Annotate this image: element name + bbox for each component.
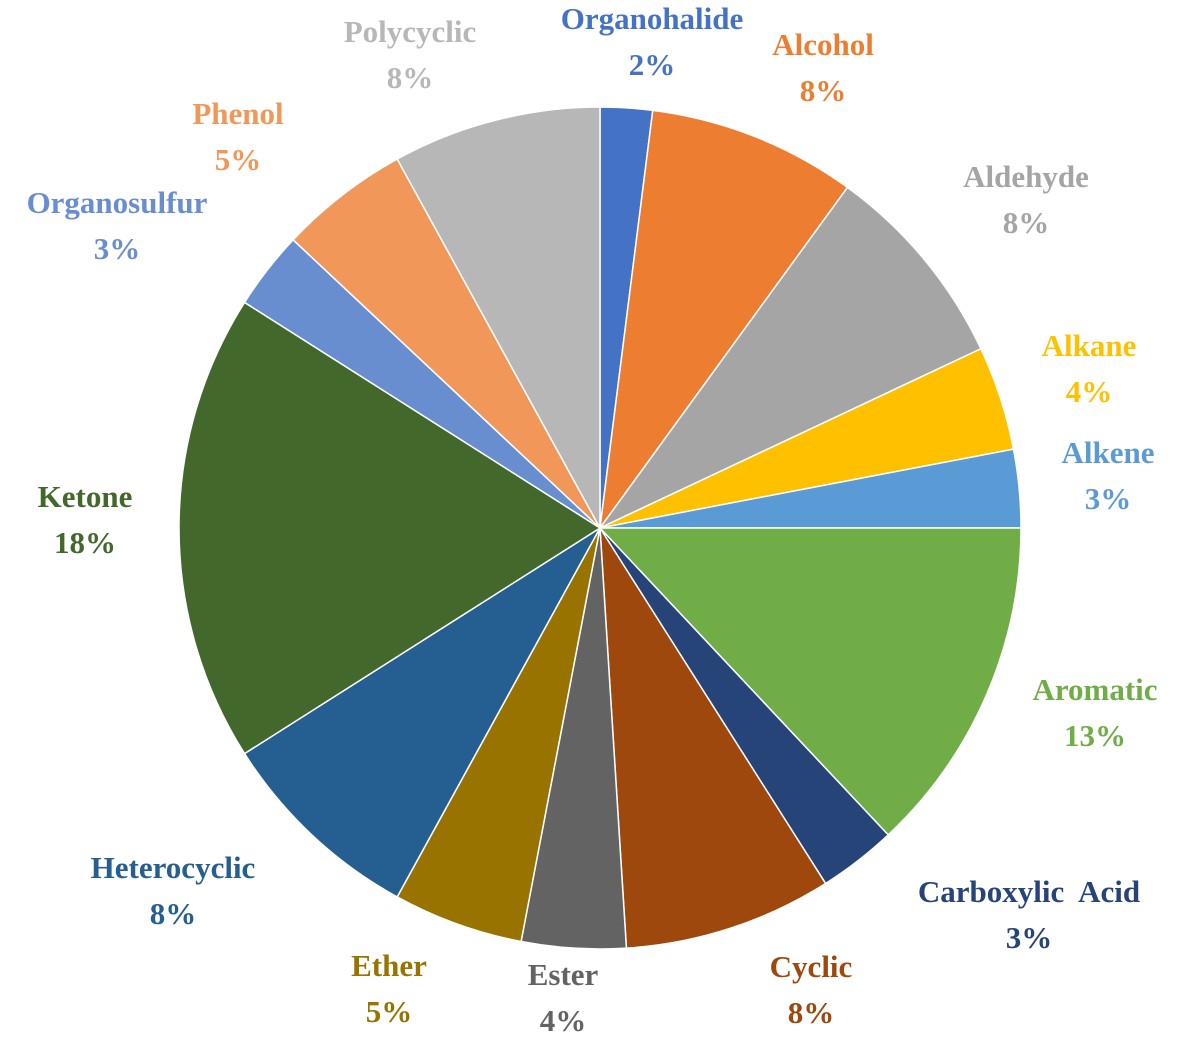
percent-alkane: 4% <box>1066 374 1113 409</box>
percent-ketone: 18% <box>54 525 116 560</box>
label-ether: Ether <box>351 948 427 983</box>
percent-alkene: 3% <box>1085 481 1132 516</box>
percent-carboxylic-acid: 3% <box>1006 920 1053 955</box>
slice-aromatic <box>599 527 1022 836</box>
percent-organosulfur: 3% <box>94 231 141 266</box>
label-carboxylic-acid: Carboxylic Acid <box>918 874 1140 909</box>
percent-heterocyclic: 8% <box>150 896 197 931</box>
label-organohalide: Organohalide <box>561 1 744 36</box>
pie-slices <box>178 106 1022 950</box>
percent-cyclic: 8% <box>788 995 835 1030</box>
slice-heterocyclic <box>243 527 601 898</box>
percent-organohalide: 2% <box>629 47 676 82</box>
label-organosulfur: Organosulfur <box>27 185 208 220</box>
label-ketone: Ketone <box>38 479 133 514</box>
label-ester: Ester <box>528 957 599 992</box>
percent-polycyclic: 8% <box>387 60 434 95</box>
label-phenol: Phenol <box>192 96 284 131</box>
label-aldehyde: Aldehyde <box>963 159 1089 194</box>
percent-ester: 4% <box>540 1003 587 1038</box>
percent-phenol: 5% <box>215 142 262 177</box>
label-alkene: Alkene <box>1062 435 1155 470</box>
slice-polycyclic <box>396 106 601 529</box>
slice-ketone <box>178 301 601 755</box>
label-cyclic: Cyclic <box>770 949 853 984</box>
label-heterocyclic: Heterocyclic <box>91 850 256 885</box>
slice-cyclic <box>599 527 827 949</box>
pie-labels: Organohalide 2% Alcohol 8% Aldehyde 8% Alkane 4… <box>27 1 1158 1038</box>
percent-aldehyde: 8% <box>1003 205 1050 240</box>
label-alcohol: Alcohol <box>772 27 874 62</box>
label-alkane: Alkane <box>1042 328 1137 363</box>
percent-alcohol: 8% <box>800 73 847 108</box>
slice-alcohol <box>599 109 849 529</box>
percent-ether: 5% <box>366 994 413 1029</box>
label-aromatic: Aromatic <box>1032 672 1157 707</box>
label-polycyclic: Polycyclic <box>344 14 477 49</box>
percent-aromatic: 13% <box>1064 718 1126 753</box>
slice-aldehyde <box>599 186 982 529</box>
